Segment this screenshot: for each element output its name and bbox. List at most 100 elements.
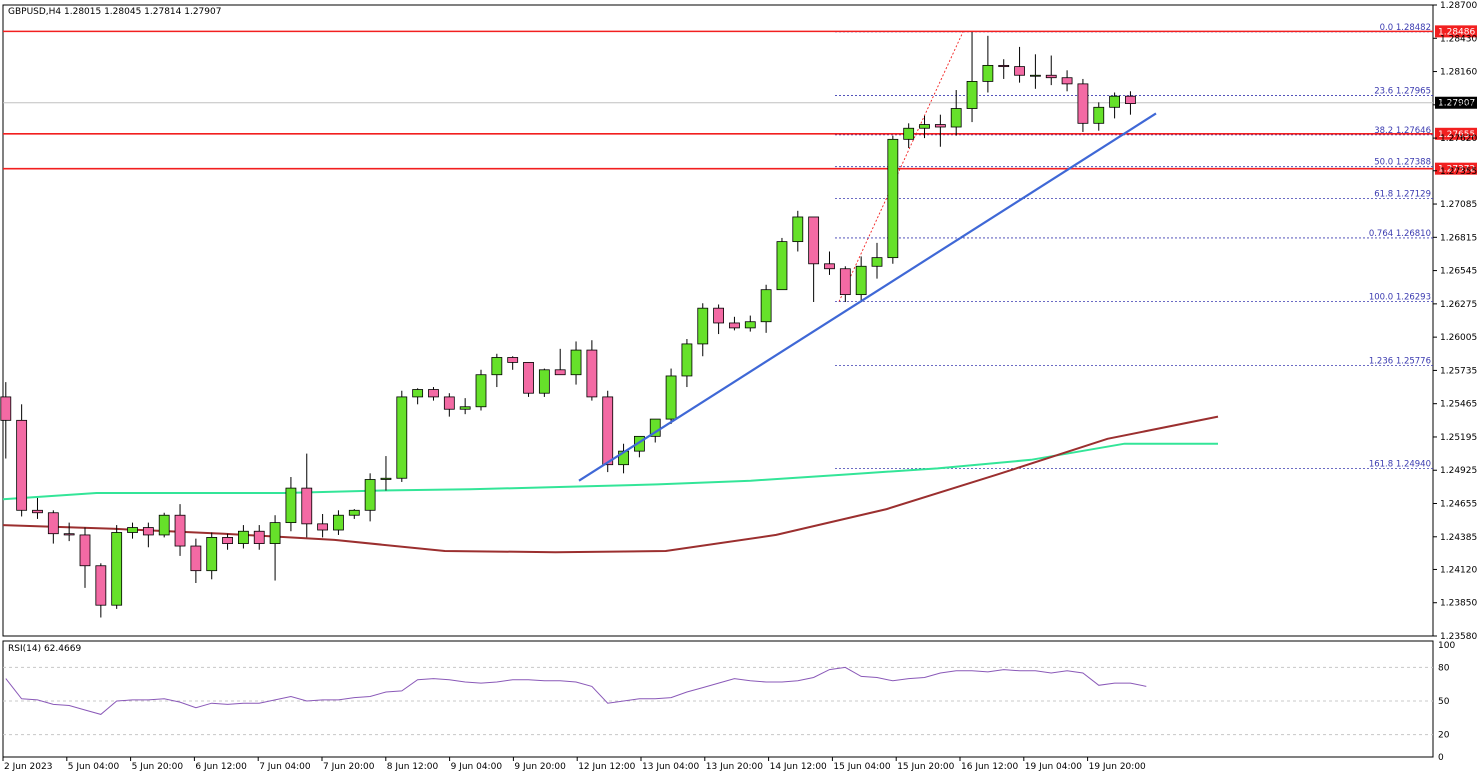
candle [1077, 78, 1089, 132]
moving-average-slow [2, 415, 1219, 554]
candle [919, 115, 930, 139]
candle-body-bear [586, 349, 598, 398]
fib-level-label: 161.8 1.24940 [1369, 459, 1431, 469]
moving-averages [2, 415, 1219, 554]
trendline-group[interactable] [578, 112, 1157, 482]
level-price-label: 1.27655 [1438, 130, 1475, 140]
time-axis[interactable]: 2 Jun 2023 5 Jun 04:00 5 Jun 20:00 6 Jun 12… [2, 757, 1146, 772]
candles [0, 32, 1136, 618]
candle [412, 388, 424, 405]
candle-body-bull [127, 527, 138, 533]
candle [665, 368, 677, 425]
candle-body-bear [16, 419, 28, 511]
candle-body-bull [348, 509, 360, 516]
candle [1061, 70, 1073, 92]
price-axis[interactable]: 1.28700 1.28430 1.28160 1.27890 1.27620 1.273… [1433, 1, 1477, 642]
candle [839, 266, 851, 303]
candle [158, 512, 170, 538]
price-tick-label: 1.26815 [1440, 233, 1477, 243]
candle-body-bear [47, 512, 59, 535]
current-price-tag [1435, 96, 1477, 109]
rsi-tick-label: 20 [1438, 731, 1450, 741]
time-tick-label: 5 Jun 20:00 [132, 762, 184, 772]
candle-body-bull [665, 375, 677, 420]
candle [317, 513, 329, 538]
time-tick-label: 15 Jun 20:00 [897, 762, 954, 772]
candle-body-bear [32, 509, 43, 514]
fib-level-label: 0.764 1.26810 [1369, 229, 1431, 239]
candle [475, 369, 487, 411]
candle [32, 497, 43, 519]
candle-body-bear [839, 268, 851, 296]
candle-body-bull [1030, 74, 1041, 77]
candle-body-bull [111, 532, 123, 606]
candle [934, 114, 946, 147]
level-price-label: 1.28486 [1438, 27, 1475, 37]
candle-body-bull [950, 108, 962, 128]
candle [776, 237, 788, 291]
rsi-tick-label: 0 [1438, 753, 1444, 763]
time-tick-label: 9 Jun 04:00 [451, 762, 503, 772]
time-tick-label: 9 Jun 20:00 [514, 762, 566, 772]
price-tick-label: 1.24120 [1440, 565, 1477, 575]
candle [95, 563, 107, 618]
candle [79, 527, 91, 588]
candle [127, 522, 138, 539]
candle [285, 477, 297, 532]
candle-body-bull [206, 537, 218, 572]
candle-body-bull [364, 479, 376, 511]
candle [380, 456, 392, 491]
price-tick-label: 1.28430 [1440, 34, 1477, 44]
price-tick-label: 1.24925 [1440, 466, 1477, 476]
main-panel-border [2, 4, 1434, 637]
candle [871, 242, 883, 279]
candle [824, 251, 835, 275]
candle [792, 210, 804, 252]
candle-body-bear [729, 322, 740, 329]
candle [1045, 55, 1057, 86]
level-price-label: 1.27372 [1438, 165, 1475, 175]
time-tick-label: 12 Jun 12:00 [578, 762, 635, 772]
candle [1014, 46, 1025, 83]
candle [950, 90, 962, 136]
rsi-tick-label: 50 [1438, 697, 1450, 707]
fibonacci-levels[interactable]: 0.0 1.28482 23.6 1.27965 38.2 1.27646 50.0 … [835, 23, 1433, 470]
price-tick-label: 1.28700 [1440, 1, 1477, 11]
candle-body-bull [744, 321, 756, 329]
candle [538, 368, 550, 397]
candle [634, 435, 645, 458]
candle-body-bear [1125, 95, 1136, 104]
price-tick-label: 1.26005 [1440, 333, 1477, 343]
price-tick-label: 1.25465 [1440, 400, 1477, 410]
candle-body-bull [887, 138, 899, 259]
moving-average-fast [2, 442, 1218, 501]
candle [1093, 102, 1105, 131]
candle-body-bull [412, 389, 424, 398]
candle-body-bull [269, 522, 281, 544]
candle-body-bear [79, 534, 91, 567]
candle [491, 353, 503, 388]
candle-body-bear [142, 527, 154, 536]
candle-body-bear [554, 369, 566, 376]
candle-body-bear [1077, 83, 1089, 124]
rsi-panel-border [2, 640, 1434, 758]
candle [1030, 54, 1041, 89]
symbol-header: GBPUSD,H4 [8, 7, 61, 17]
candle-body-bull [237, 530, 249, 544]
candle [744, 315, 756, 332]
price-tick-label: 1.26275 [1440, 300, 1477, 310]
candle [0, 382, 12, 459]
horizontal-levels[interactable]: 1.28486 1.27655 1.27372 1.27907 [3, 25, 1477, 175]
price-tick-label: 1.28160 [1440, 68, 1477, 78]
candle-body-bull [855, 265, 867, 296]
price-tick-label: 1.24655 [1440, 500, 1477, 510]
candle-body-bear [523, 362, 534, 394]
candle-body-bear [0, 396, 12, 421]
candle [428, 387, 439, 401]
time-tick-label: 14 Jun 12:00 [770, 762, 827, 772]
candle-body-bear [301, 487, 313, 525]
candle-body-bear [174, 514, 186, 547]
candle [190, 538, 202, 584]
